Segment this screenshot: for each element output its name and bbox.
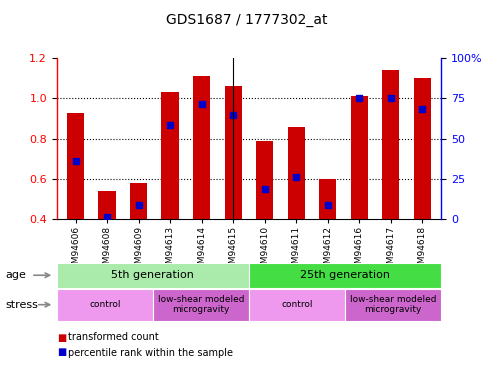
Text: GDS1687 / 1777302_at: GDS1687 / 1777302_at [166,13,327,27]
Text: 5th generation: 5th generation [111,270,194,280]
Text: stress: stress [5,300,38,310]
Text: low-shear modeled
microgravity: low-shear modeled microgravity [158,295,244,314]
Text: ■: ■ [57,333,66,342]
Text: percentile rank within the sample: percentile rank within the sample [68,348,233,357]
Bar [256,141,274,219]
Bar [193,76,211,219]
Text: 25th generation: 25th generation [300,270,390,280]
Text: transformed count: transformed count [68,333,158,342]
Text: ■: ■ [57,348,66,357]
Text: age: age [5,270,26,280]
Bar [162,92,179,219]
Text: control: control [89,300,120,309]
Bar [414,78,431,219]
Bar [130,183,147,219]
Text: control: control [282,300,313,309]
Bar [67,112,84,219]
Text: low-shear modeled
microgravity: low-shear modeled microgravity [350,295,436,314]
Bar [382,70,399,219]
Bar [224,86,242,219]
Bar [351,96,368,219]
Bar [99,191,116,219]
Bar [319,179,336,219]
Bar [287,127,305,219]
